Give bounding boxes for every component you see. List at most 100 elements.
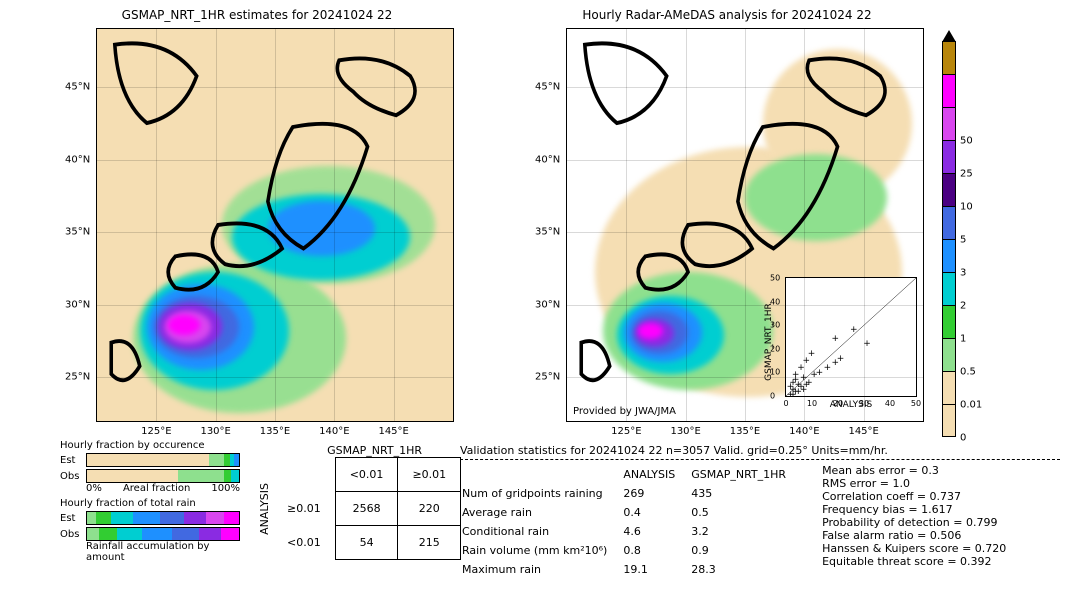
ct-c10: 54 xyxy=(335,526,398,560)
ct-row0: ≥0.01 xyxy=(273,492,335,526)
occ-tick-1: 100% xyxy=(211,483,240,494)
vt-b: 3.2 xyxy=(691,523,800,540)
ct-col1: ≥0.01 xyxy=(398,458,461,492)
xtick: 140°E xyxy=(319,426,349,437)
colorbar-seg xyxy=(942,239,956,272)
ytick: 25°N xyxy=(65,372,90,383)
occurrence-title: Hourly fraction by occurence xyxy=(60,440,240,451)
map-radar: Provided by JWA/JMA ++++++++++++++++++++… xyxy=(566,28,924,422)
ct-c00: 2568 xyxy=(335,492,398,526)
vt-label: Conditional rain xyxy=(462,523,621,540)
metric-line: Correlation coeff = 0.737 xyxy=(822,490,1006,503)
colorbar-label: 2 xyxy=(960,301,966,312)
validation-table: ANALYSIS GSMAP_NRT_1HR Num of gridpoints… xyxy=(460,464,802,580)
xtick: 130°E xyxy=(200,426,230,437)
xtick: 145°E xyxy=(378,426,408,437)
vt-a: 0.4 xyxy=(623,504,689,521)
colorbar-label: 0.5 xyxy=(960,367,976,378)
vt-h0: ANALYSIS xyxy=(623,466,689,483)
occurrence-panel: Hourly fraction by occurence Est Obs 0% … xyxy=(60,440,240,563)
ytick: 30°N xyxy=(65,299,90,310)
tr-bar-est xyxy=(86,511,240,525)
ytick: 30°N xyxy=(535,299,560,310)
occ-row-est-label: Est xyxy=(60,455,82,466)
right-map-title: Hourly Radar-AMeDAS analysis for 2024102… xyxy=(530,8,924,22)
vt-b: 435 xyxy=(691,485,800,502)
xtick: 145°E xyxy=(848,426,878,437)
xtick: 135°E xyxy=(260,426,290,437)
ct-col0: <0.01 xyxy=(335,458,398,492)
ct-row1: <0.01 xyxy=(273,526,335,560)
colorbar-seg xyxy=(942,338,956,371)
validation-title: Validation statistics for 20241024 22 n=… xyxy=(460,444,1060,457)
colorbar-seg xyxy=(942,107,956,140)
vt-label: Rain volume (mm km²10⁶) xyxy=(462,542,621,559)
colorbar-seg xyxy=(942,305,956,338)
vt-b: 28.3 xyxy=(691,561,800,578)
xtick: 135°E xyxy=(730,426,760,437)
occ-row-obs-label: Obs xyxy=(60,471,82,482)
colorbar: 00.010.51235102550 xyxy=(942,30,956,437)
scatter-xtick: 50 xyxy=(911,399,921,408)
table-row: Conditional rain4.63.2 xyxy=(462,523,800,540)
scatter-xtick: 20 xyxy=(833,399,843,408)
occ-bar-est xyxy=(86,453,240,467)
vt-label: Num of gridpoints raining xyxy=(462,485,621,502)
xtick: 130°E xyxy=(670,426,700,437)
metric-line: Frequency bias = 1.617 xyxy=(822,503,1006,516)
tr-row-obs-label: Obs xyxy=(60,529,82,540)
colorbar-label: 0 xyxy=(960,433,966,444)
colorbar-label: 10 xyxy=(960,202,973,213)
table-row: Maximum rain19.128.3 xyxy=(462,561,800,578)
ytick: 35°N xyxy=(535,227,560,238)
xtick: 125°E xyxy=(141,426,171,437)
scatter-xtick: 10 xyxy=(807,399,817,408)
colorbar-seg xyxy=(942,404,956,437)
validation-panel: Validation statistics for 20241024 22 n=… xyxy=(460,444,1060,580)
colorbar-seg xyxy=(942,74,956,107)
occ-axis-label: Areal fraction xyxy=(123,483,190,494)
vt-a: 4.6 xyxy=(623,523,689,540)
metric-line: Mean abs error = 0.3 xyxy=(822,464,1006,477)
table-row: Average rain0.40.5 xyxy=(462,504,800,521)
ytick: 40°N xyxy=(535,154,560,165)
validation-metrics: Mean abs error = 0.3RMS error = 1.0Corre… xyxy=(822,464,1006,580)
scatter-xtick: 40 xyxy=(885,399,895,408)
colorbar-label: 3 xyxy=(960,268,966,279)
metric-line: Equitable threat score = 0.392 xyxy=(822,555,1006,568)
ct-c11: 215 xyxy=(398,526,461,560)
vt-a: 0.8 xyxy=(623,542,689,559)
colorbar-seg xyxy=(942,173,956,206)
scatter-ytick: 20 xyxy=(770,344,780,353)
colorbar-label: 5 xyxy=(960,235,966,246)
totalrain-footer: Rainfall accumulation by amount xyxy=(86,541,240,563)
scatter-ytick: 30 xyxy=(770,321,780,330)
table-row: Rain volume (mm km²10⁶)0.80.9 xyxy=(462,542,800,559)
metric-line: RMS error = 1.0 xyxy=(822,477,1006,490)
colorbar-seg xyxy=(942,371,956,404)
vt-b: 0.5 xyxy=(691,504,800,521)
vt-a: 19.1 xyxy=(623,561,689,578)
ytick: 45°N xyxy=(65,82,90,93)
colorbar-seg xyxy=(942,41,956,74)
metric-line: Probability of detection = 0.799 xyxy=(822,516,1006,529)
totalrain-title: Hourly fraction of total rain xyxy=(60,498,240,509)
xtick: 140°E xyxy=(789,426,819,437)
occ-bar-obs xyxy=(86,469,240,483)
metric-line: Hanssen & Kuipers score = 0.720 xyxy=(822,542,1006,555)
scatter-xlabel: ANALYSIS xyxy=(786,400,916,410)
contingency-col-header: GSMAP_NRT_1HR xyxy=(288,444,461,457)
metric-line: False alarm ratio = 0.506 xyxy=(822,529,1006,542)
colorbar-label: 50 xyxy=(960,136,973,147)
left-map-title: GSMAP_NRT_1HR estimates for 20241024 22 xyxy=(60,8,454,22)
ytick: 40°N xyxy=(65,154,90,165)
ct-c01: 220 xyxy=(398,492,461,526)
colorbar-seg xyxy=(942,206,956,239)
scatter-ytick: 10 xyxy=(770,368,780,377)
scatter-ytick: 50 xyxy=(770,274,780,283)
contingency-row-header: ANALYSIS xyxy=(258,483,271,535)
vt-label: Average rain xyxy=(462,504,621,521)
table-row: Num of gridpoints raining269435 xyxy=(462,485,800,502)
scatter-xtick: 0 xyxy=(783,399,788,408)
tr-row-est-label: Est xyxy=(60,513,82,524)
